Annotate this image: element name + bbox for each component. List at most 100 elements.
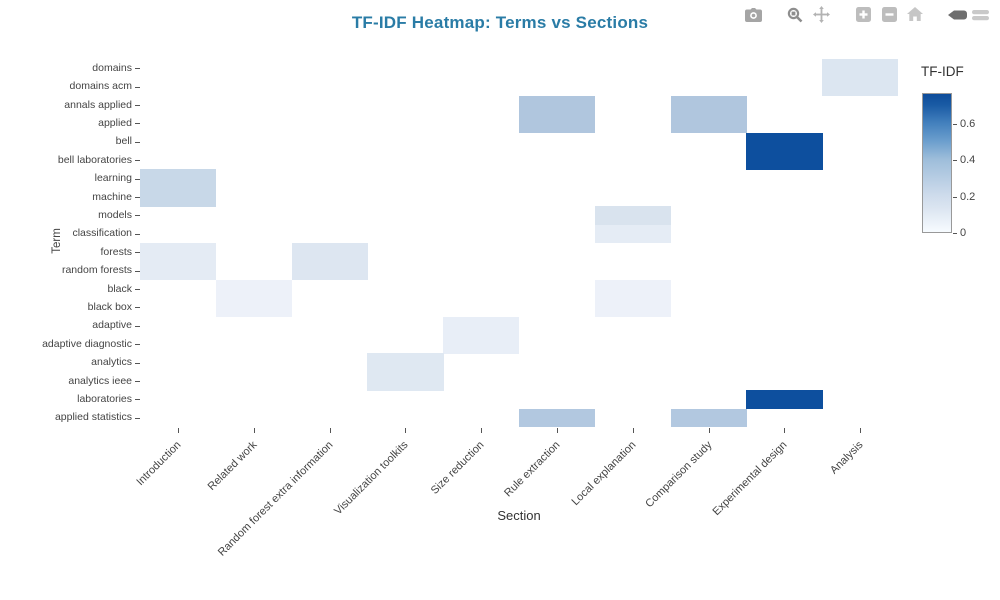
pan-arrows-icon bbox=[812, 6, 830, 26]
home-icon bbox=[907, 7, 923, 25]
y-tick-label: forests bbox=[100, 245, 132, 258]
pan-mode-button[interactable] bbox=[809, 6, 833, 26]
heatmap-cell[interactable] bbox=[746, 390, 823, 410]
heatmap-cell[interactable] bbox=[291, 261, 368, 281]
colorbar-tick-mark bbox=[953, 196, 957, 198]
x-tick-label: Introduction bbox=[134, 439, 184, 489]
y-tick-mark bbox=[135, 270, 140, 272]
y-tick-mark bbox=[135, 399, 140, 401]
y-tick-mark bbox=[135, 197, 140, 198]
y-tick-mark bbox=[135, 417, 140, 419]
heatmap-cell[interactable] bbox=[670, 95, 747, 115]
y-tick-label: black bbox=[107, 282, 132, 295]
colorbar-tick-label: 0.4 bbox=[960, 154, 976, 167]
heatmap-cell[interactable] bbox=[443, 335, 520, 354]
y-tick-mark bbox=[135, 178, 140, 180]
heatmap-cell[interactable] bbox=[140, 261, 217, 281]
y-tick-label: learning bbox=[94, 172, 132, 185]
y-tick-label: analytics bbox=[91, 356, 132, 369]
heatmap-cell[interactable] bbox=[215, 279, 293, 299]
zoom-out-button[interactable] bbox=[877, 6, 901, 26]
heatmap-cell[interactable] bbox=[594, 279, 672, 299]
heatmap-cell[interactable] bbox=[670, 408, 747, 428]
heatmap-cell[interactable] bbox=[594, 206, 672, 226]
plot-area[interactable] bbox=[140, 59, 899, 428]
x-tick-mark bbox=[253, 428, 255, 433]
y-tick-mark bbox=[135, 362, 140, 364]
colorbar-tick-mark bbox=[953, 233, 957, 234]
download-camera-button[interactable] bbox=[741, 6, 765, 26]
y-tick-label: applied statistics bbox=[54, 411, 132, 424]
heatmap-cell[interactable] bbox=[822, 77, 899, 97]
heatmap-cell[interactable] bbox=[291, 243, 368, 262]
y-tick-label: analytics ieee bbox=[68, 374, 132, 387]
reset-axes-button[interactable] bbox=[903, 6, 927, 26]
magnifier-icon bbox=[787, 7, 803, 26]
heatmap-cell[interactable] bbox=[822, 59, 899, 78]
heatmap-cell[interactable] bbox=[594, 298, 672, 318]
y-tick-label: machine bbox=[92, 190, 132, 203]
y-tick-mark bbox=[135, 123, 140, 125]
x-tick-mark bbox=[177, 428, 179, 433]
y-tick-mark bbox=[135, 307, 140, 309]
heatmap-cell[interactable] bbox=[215, 298, 293, 318]
heatmap-cell[interactable] bbox=[746, 151, 823, 170]
colorbar bbox=[922, 93, 952, 233]
minus-square-icon bbox=[881, 7, 897, 25]
x-tick-mark bbox=[481, 428, 483, 433]
y-tick-mark bbox=[135, 86, 140, 88]
plus-square-icon bbox=[855, 7, 871, 25]
heatmap-cell[interactable] bbox=[140, 243, 217, 262]
heatmap-cell[interactable] bbox=[140, 169, 217, 189]
heatmap-cell[interactable] bbox=[443, 316, 520, 336]
y-tick-label: bell laboratories bbox=[57, 153, 132, 166]
y-tick-mark bbox=[135, 381, 140, 382]
heatmap-cell[interactable] bbox=[519, 114, 596, 134]
y-tick-mark bbox=[135, 160, 140, 162]
y-tick-label: bell bbox=[115, 135, 132, 148]
zoom-mode-button[interactable] bbox=[783, 6, 807, 26]
colorbar-tick-mark bbox=[953, 123, 957, 125]
x-tick-mark bbox=[708, 428, 710, 433]
heatmap-cell[interactable] bbox=[140, 187, 217, 207]
y-tick-mark bbox=[135, 141, 140, 143]
chart-title: TF-IDF Heatmap: Terms vs Sections bbox=[351, 13, 649, 32]
colorbar-tick-label: 0.6 bbox=[960, 117, 976, 130]
y-tick-label: domains bbox=[92, 61, 132, 74]
x-tick-mark bbox=[632, 428, 634, 433]
y-tick-label: adaptive bbox=[92, 319, 132, 332]
heatmap-cell[interactable] bbox=[519, 95, 596, 115]
heatmap-cell[interactable] bbox=[367, 353, 444, 373]
plotly-logo-button[interactable] bbox=[945, 6, 991, 26]
y-tick-mark bbox=[135, 325, 140, 327]
x-axis-title: Section bbox=[497, 508, 541, 523]
y-tick-mark bbox=[135, 105, 140, 106]
y-tick-mark bbox=[135, 289, 140, 290]
y-tick-label: adaptive diagnostic bbox=[42, 337, 132, 350]
colorbar-tick-mark bbox=[953, 160, 957, 162]
x-tick-mark bbox=[329, 428, 331, 433]
y-tick-mark bbox=[135, 68, 140, 70]
x-tick-mark bbox=[556, 428, 558, 433]
colorbar-tick-label: 0.2 bbox=[960, 190, 976, 203]
heatmap-cell[interactable] bbox=[519, 408, 596, 428]
y-axis-title: Term bbox=[51, 228, 63, 254]
x-tick-mark bbox=[784, 428, 786, 433]
x-tick-mark bbox=[860, 428, 862, 433]
heatmap-cell[interactable] bbox=[367, 371, 444, 391]
heatmap-cell[interactable] bbox=[594, 224, 672, 244]
y-tick-label: laboratories bbox=[77, 392, 132, 405]
y-tick-label: black box bbox=[87, 300, 132, 313]
heatmap-cell[interactable] bbox=[746, 132, 823, 152]
modebar bbox=[724, 6, 992, 26]
y-tick-label: random forests bbox=[61, 264, 132, 277]
y-tick-label: applied bbox=[98, 116, 132, 129]
y-tick-mark bbox=[135, 215, 140, 217]
y-tick-mark bbox=[135, 252, 140, 254]
camera-icon bbox=[744, 7, 762, 25]
heatmap-cell[interactable] bbox=[670, 114, 747, 134]
zoom-in-button[interactable] bbox=[851, 6, 875, 26]
plotly-logo-icon bbox=[946, 7, 990, 26]
colorbar-title: TF-IDF bbox=[921, 64, 964, 79]
colorbar-tick-label: 0 bbox=[960, 227, 967, 239]
